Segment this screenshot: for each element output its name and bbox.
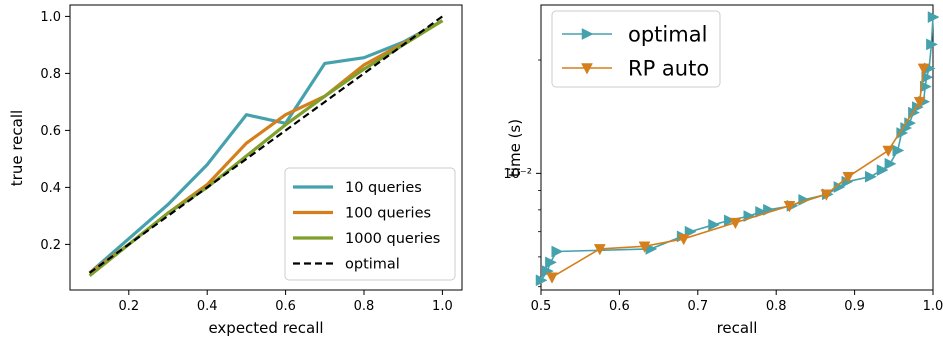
left-plot-y-ticks: 0.2 0.4 0.6 0.8 1.0 — [40, 10, 70, 253]
left-y-axis-label: true recall — [8, 110, 26, 186]
left-x-axis-label: expected recall — [208, 319, 323, 337]
y-tick-label: 0.2 — [40, 238, 61, 253]
x-tick-label: 0.5 — [531, 299, 552, 314]
left-legend: 10 queries 100 queries 1000 queries optimal — [284, 167, 456, 281]
legend-label: optimal — [345, 257, 400, 273]
y-tick-label: 0.6 — [40, 124, 61, 139]
left-plot-x-ticks: 0.2 0.4 0.6 0.8 1.0 — [118, 290, 453, 314]
right-plot-y-ticks: 10⁻² — [503, 59, 541, 288]
x-tick-label: 0.6 — [275, 299, 296, 314]
x-tick-label: 1.0 — [923, 299, 943, 314]
data-point — [892, 144, 905, 157]
y-tick-label: 1.0 — [40, 10, 61, 25]
data-point — [876, 164, 889, 177]
x-tick-label: 0.2 — [118, 299, 139, 314]
right-plot-marks — [535, 11, 940, 287]
right-plot-x-ticks: 0.5 0.6 0.7 0.8 0.9 1.0 — [531, 290, 943, 314]
y-tick-label: 10⁻² — [503, 167, 532, 182]
data-point — [723, 214, 736, 227]
data-point — [708, 218, 721, 231]
data-point — [535, 274, 548, 287]
data-point — [546, 272, 558, 284]
data-point — [882, 145, 895, 158]
legend-label: 10 queries — [345, 180, 422, 196]
data-point — [926, 38, 938, 51]
x-tick-label: 0.8 — [766, 299, 787, 314]
data-point — [884, 157, 897, 170]
data-point — [677, 234, 690, 246]
series-line-10-queries — [88, 19, 444, 275]
left-legend-frame — [284, 167, 456, 281]
legend-marker — [581, 63, 593, 75]
data-point — [638, 241, 651, 253]
data-point — [865, 170, 877, 183]
data-point — [842, 171, 855, 184]
left-plot-marks — [88, 15, 444, 278]
data-point — [913, 96, 926, 109]
data-point — [783, 201, 796, 213]
data-point — [545, 256, 557, 269]
data-point — [919, 80, 932, 93]
x-tick-label: 0.8 — [354, 299, 375, 314]
legend-label: optimal — [628, 23, 707, 47]
left-plot: 0.2 0.4 0.6 0.8 1.0 0.2 0.4 0.6 0.8 1.0 expected… — [8, 4, 463, 337]
x-tick-label: 0.9 — [844, 299, 865, 314]
right-legend: optimal RP auto — [551, 10, 721, 88]
data-point — [551, 245, 564, 258]
y-tick-label: 0.4 — [40, 181, 61, 196]
data-point — [729, 217, 742, 230]
data-point — [927, 11, 940, 24]
data-point — [593, 244, 606, 256]
series-line-optimal — [88, 15, 444, 274]
x-tick-label: 0.7 — [687, 299, 708, 314]
data-point — [820, 189, 833, 201]
right-y-axis-label: time (s) — [506, 119, 524, 177]
x-tick-label: 1.0 — [432, 299, 453, 314]
series-line-1000-queries — [88, 19, 444, 278]
data-point — [921, 71, 934, 84]
legend-label: 100 queries — [345, 206, 431, 222]
right-plot: 0.5 0.6 0.7 0.8 0.9 1.0 10⁻² recall time (s) … — [503, 4, 943, 337]
x-tick-label: 0.4 — [197, 299, 218, 314]
right-x-axis-label: recall — [717, 319, 758, 337]
x-tick-label: 0.6 — [609, 299, 630, 314]
y-tick-label: 0.8 — [40, 67, 61, 82]
legend-label: RP auto — [628, 57, 709, 81]
legend-label: 1000 queries — [345, 231, 440, 247]
legend-marker — [581, 28, 594, 40]
data-point — [917, 63, 930, 75]
